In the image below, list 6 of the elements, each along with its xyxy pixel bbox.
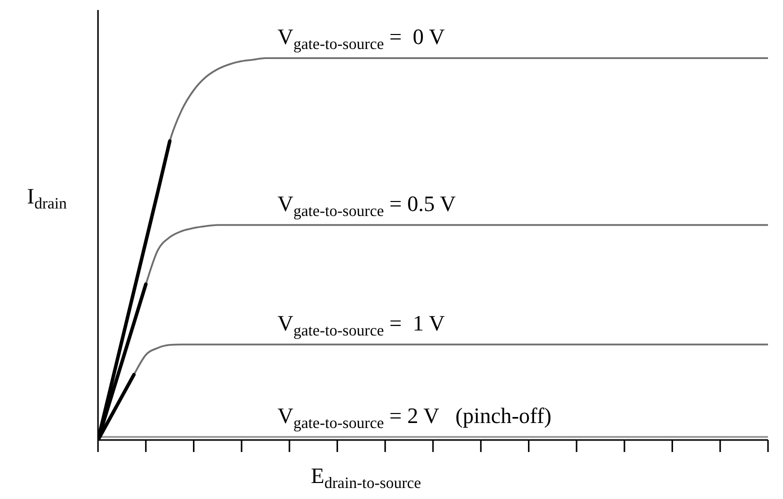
series-label: V$_{gate-to-source}$ = 1 V — [277, 310, 445, 340]
y-axis-title: I$_{drain}$ — [27, 184, 67, 212]
x-axis-title: E$_{drain-to-source}$ — [310, 463, 422, 492]
series-label: V$_{gate-to-source}$ = 2 V (pinch-off) — [277, 402, 552, 432]
series-label: V$_{gate-to-source}$ = 0 V — [277, 24, 445, 53]
series-label: V$_{gate-to-source}$ = 0.5 V — [277, 191, 456, 220]
